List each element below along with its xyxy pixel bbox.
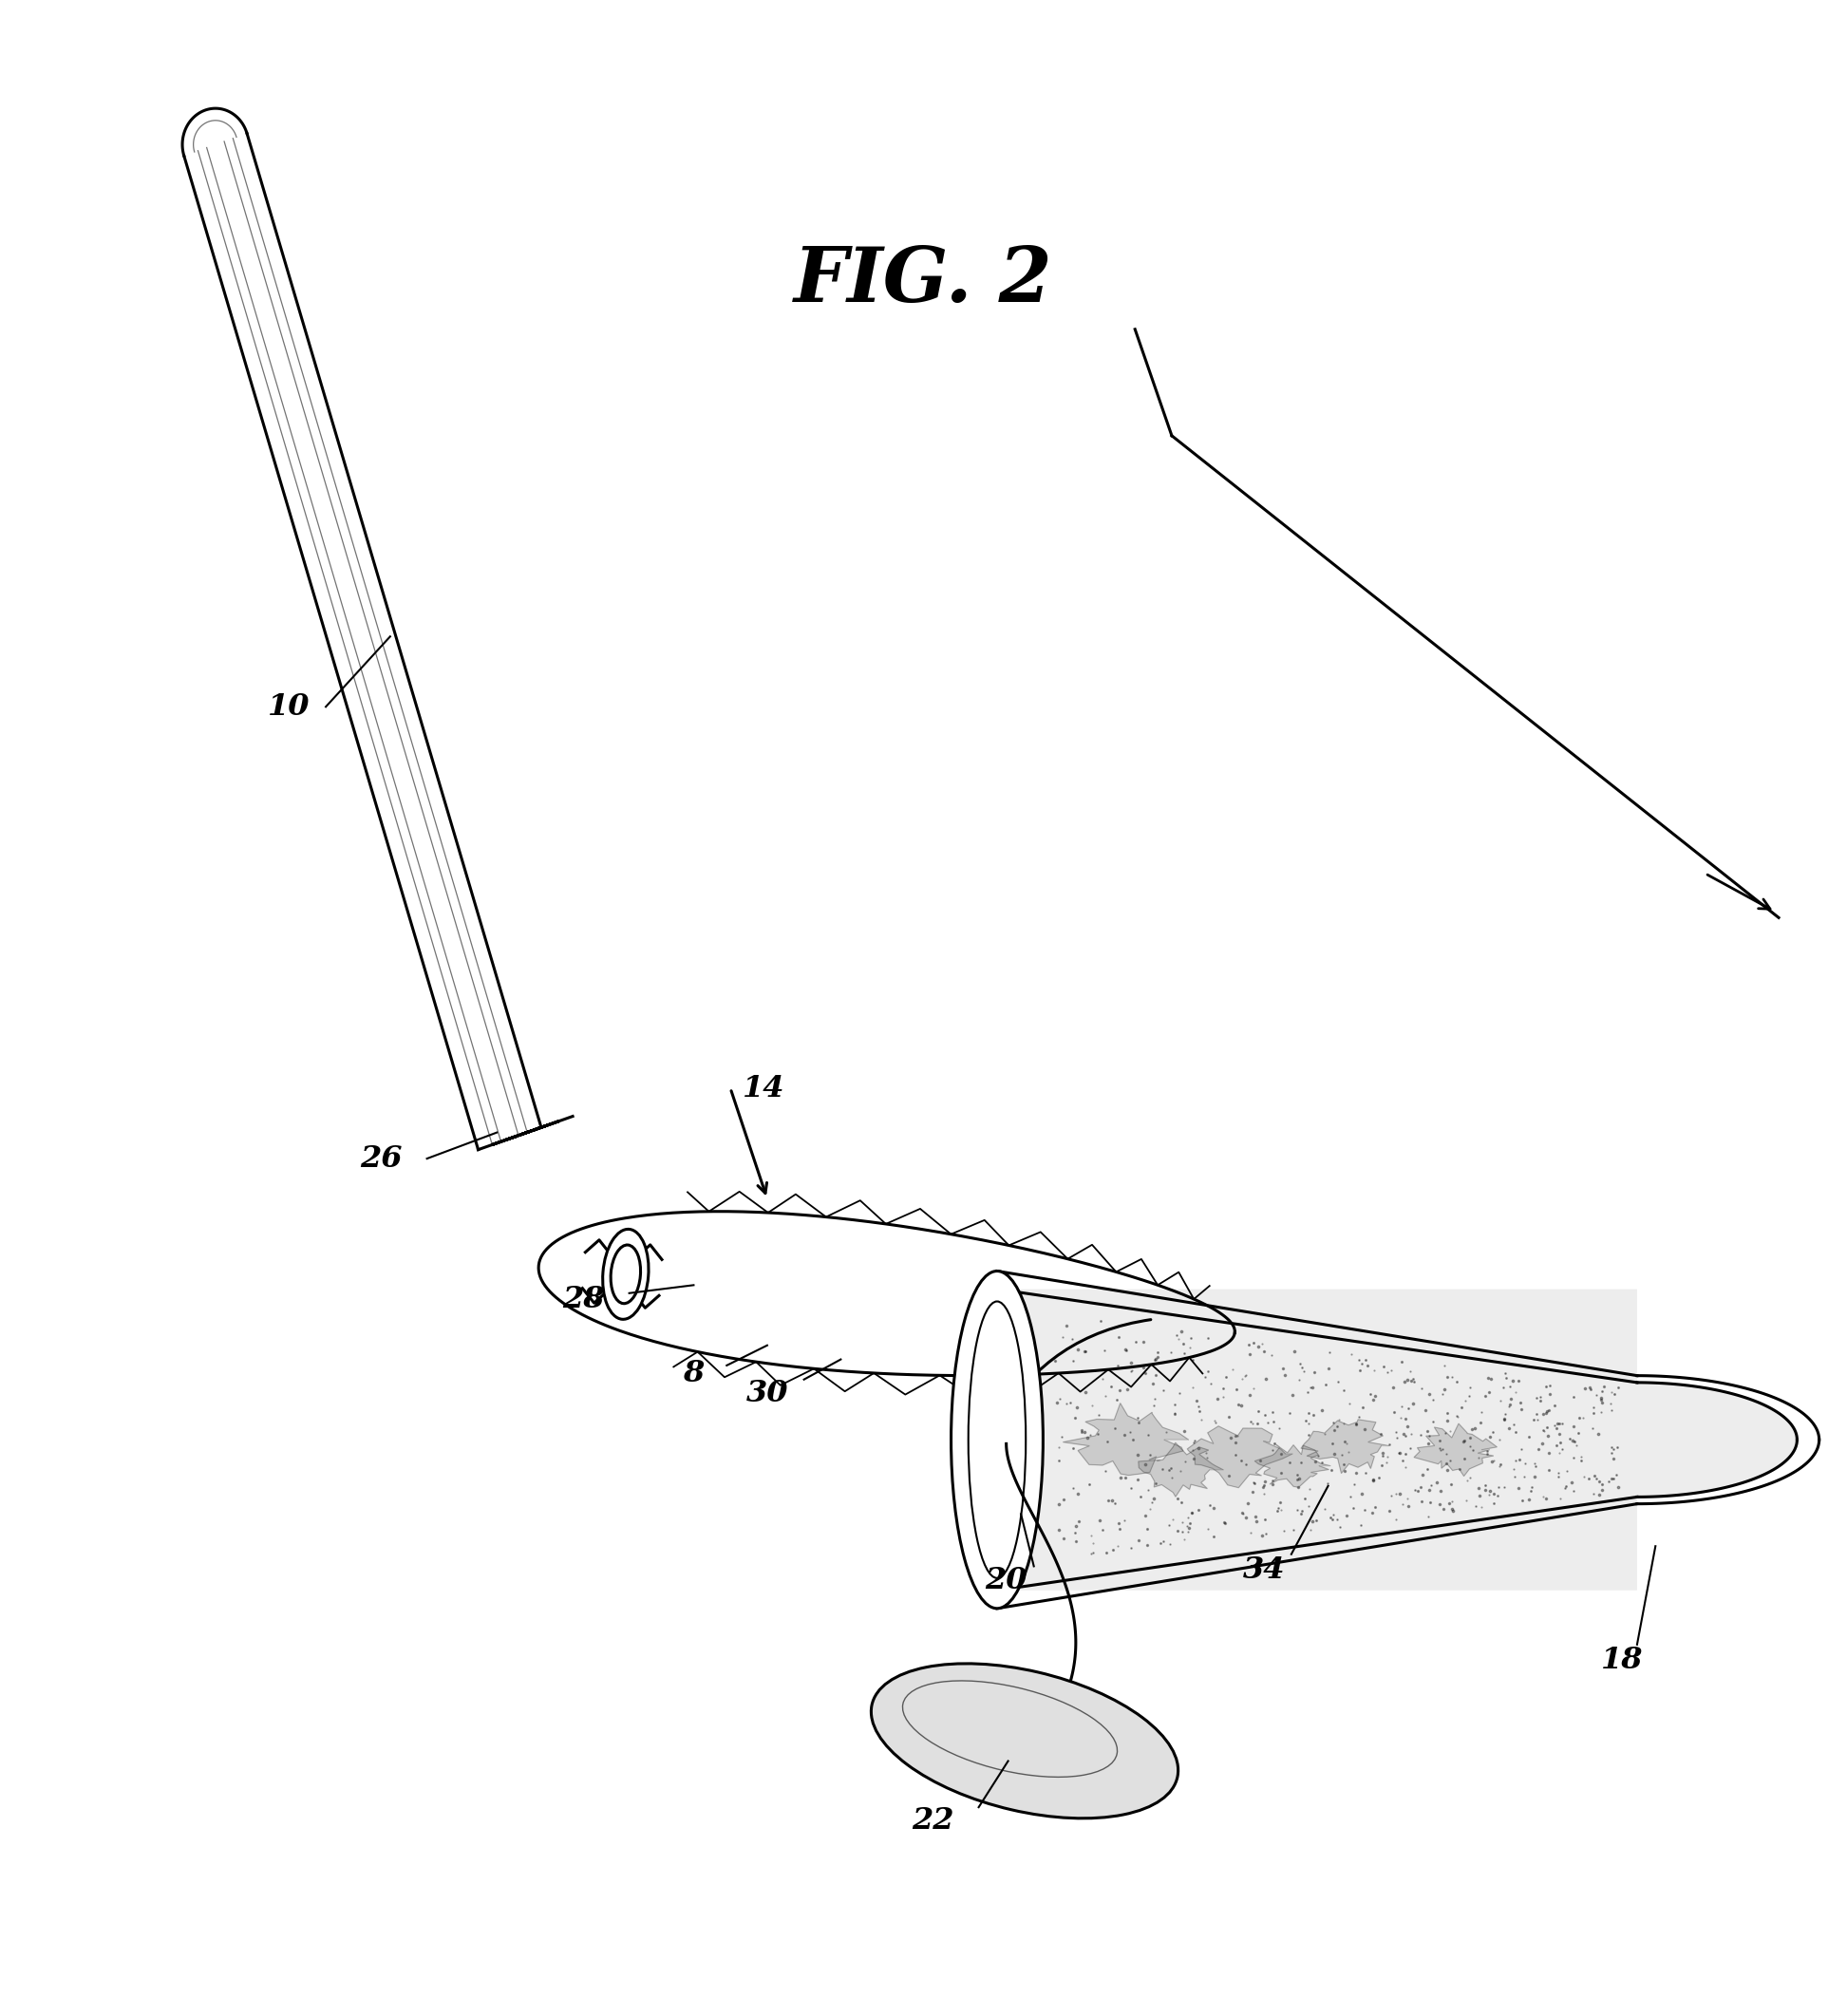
Polygon shape [1138, 1443, 1223, 1496]
Ellipse shape [896, 1726, 1171, 1798]
Polygon shape [997, 1288, 1797, 1591]
Ellipse shape [968, 1302, 1025, 1579]
Text: 22: 22 [912, 1806, 953, 1837]
Text: 34: 34 [1243, 1556, 1286, 1585]
Polygon shape [1254, 1445, 1330, 1488]
Text: 30: 30 [746, 1379, 789, 1409]
Text: 28: 28 [561, 1284, 604, 1314]
Text: 26: 26 [360, 1143, 403, 1173]
Ellipse shape [951, 1270, 1044, 1609]
Text: 18: 18 [1601, 1645, 1644, 1675]
Text: 14: 14 [742, 1075, 785, 1103]
Ellipse shape [602, 1230, 648, 1318]
Text: 20: 20 [984, 1566, 1027, 1595]
Text: 10: 10 [268, 691, 310, 722]
Text: FIG. 2: FIG. 2 [794, 244, 1053, 319]
Polygon shape [1415, 1423, 1496, 1476]
Polygon shape [1064, 1403, 1189, 1476]
Polygon shape [1188, 1425, 1293, 1488]
Text: 8: 8 [683, 1359, 704, 1389]
Ellipse shape [872, 1663, 1178, 1818]
Polygon shape [1300, 1419, 1389, 1474]
